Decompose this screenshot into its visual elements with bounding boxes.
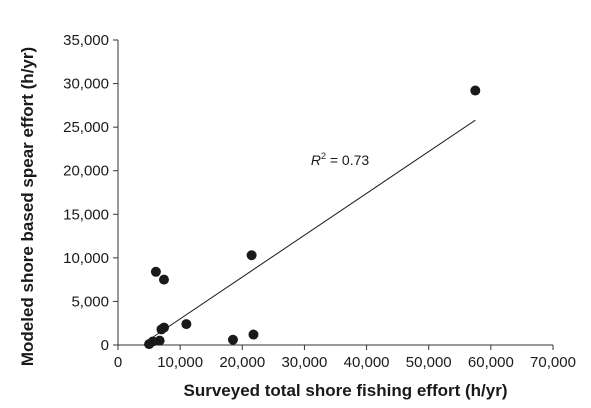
y-tick-label: 25,000 [63, 119, 109, 136]
x-tick-label: 50,000 [406, 354, 452, 371]
y-tick-label: 15,000 [63, 206, 109, 223]
data-point [248, 329, 259, 340]
x-tick-label: 30,000 [281, 354, 327, 371]
labels-layer: Surveyed total shore fishing effort (h/y… [18, 47, 508, 400]
points-layer [144, 85, 481, 350]
data-point [154, 335, 165, 346]
data-point [158, 274, 169, 285]
y-tick-label: 10,000 [63, 250, 109, 267]
x-tick-label: 40,000 [344, 354, 390, 371]
y-axis-title: Modeled shore based spear effort (h/yr) [18, 47, 37, 366]
axes-layer [117, 40, 553, 346]
data-point [227, 334, 238, 345]
x-tick-label: 10,000 [157, 354, 203, 371]
trend-layer [148, 119, 476, 341]
r-squared-superscript: 2 [321, 151, 326, 161]
y-tick-label: 30,000 [63, 76, 109, 93]
ticks-layer: 0 5,000 10,000 15,000 20,000 25,000 30,000 35,0… [63, 32, 576, 371]
x-tick-label: 20,000 [219, 354, 265, 371]
data-point [158, 322, 169, 333]
data-point [470, 85, 481, 96]
y-tick-label: 35,000 [63, 32, 109, 49]
r-squared-value: = 0.73 [326, 152, 369, 168]
y-tick-label: 5,000 [71, 293, 109, 310]
x-tick-label: 60,000 [468, 354, 514, 371]
data-point [150, 266, 161, 277]
x-tick-label: 70,000 [530, 354, 576, 371]
x-tick-label: 0 [114, 354, 122, 371]
x-axis-title: Surveyed total shore fishing effort (h/y… [184, 381, 508, 400]
data-point [181, 319, 192, 330]
data-point [246, 250, 257, 261]
y-tick-label: 0 [101, 337, 109, 354]
r-squared-symbol: R [311, 152, 321, 168]
r-squared-annotation: R2 = 0.73 [311, 151, 370, 168]
trendline [148, 119, 476, 341]
y-tick-label: 20,000 [63, 163, 109, 180]
